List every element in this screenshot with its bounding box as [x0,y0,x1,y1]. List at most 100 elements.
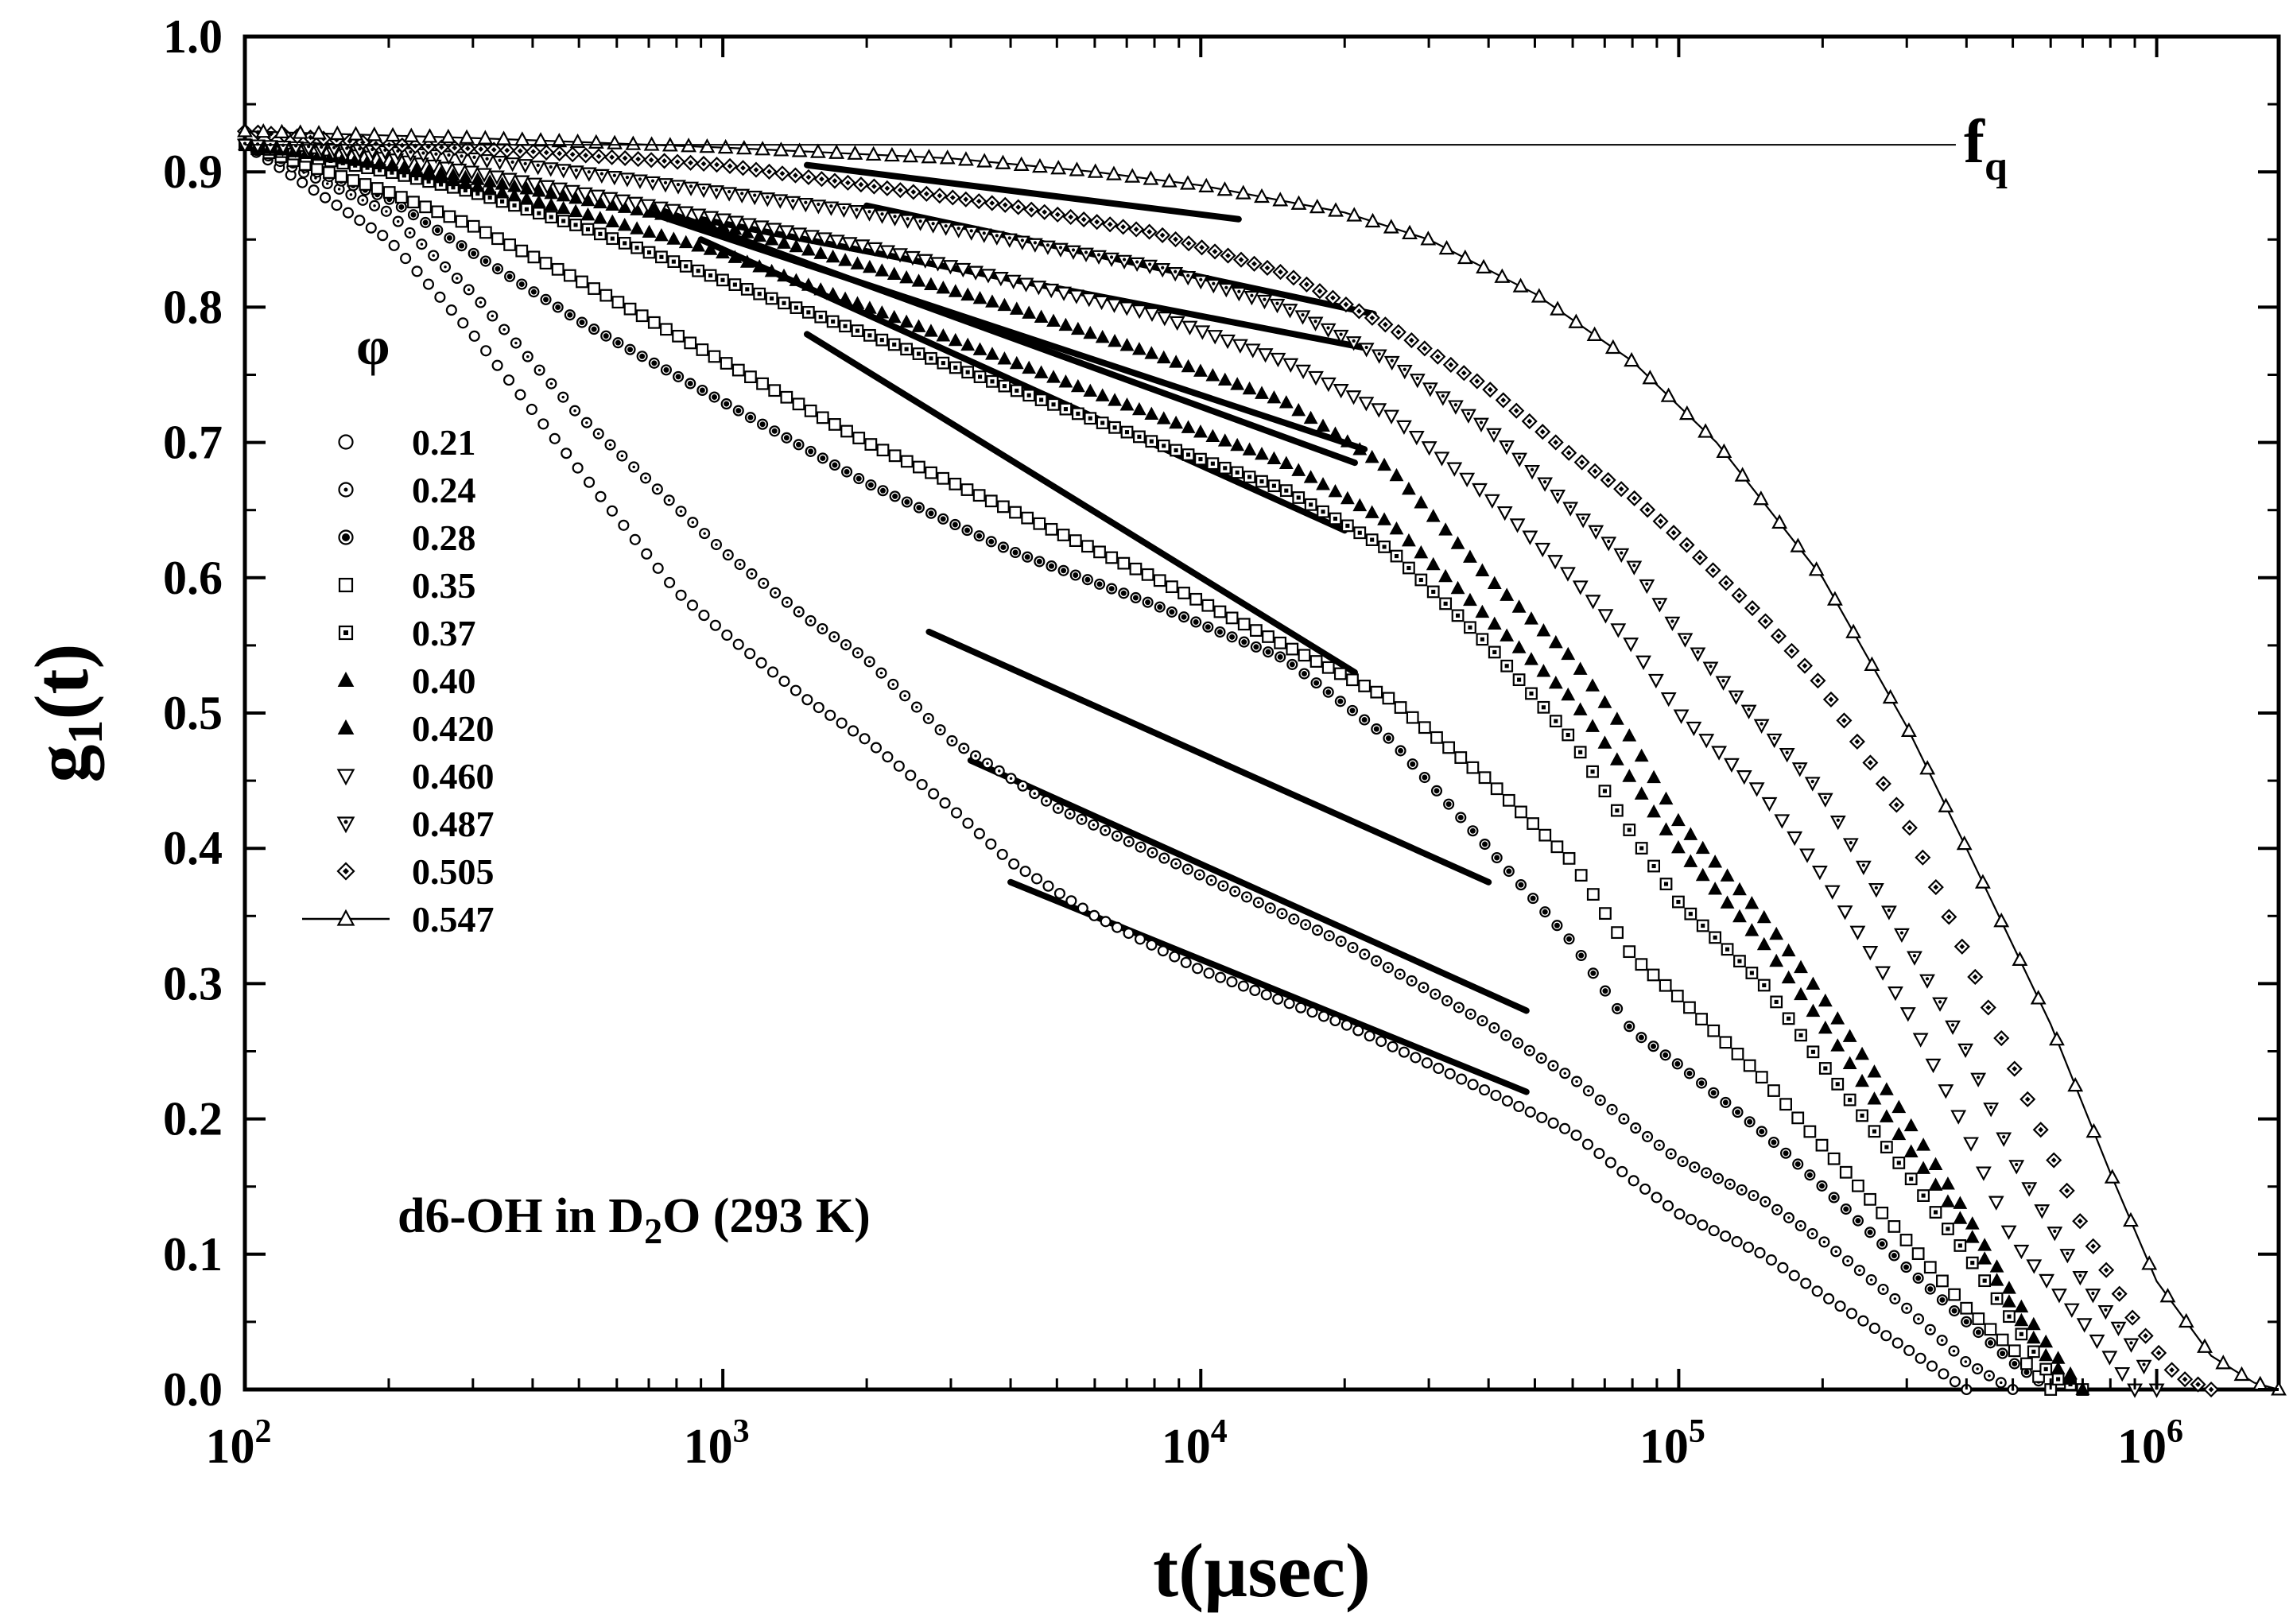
point-0.547-67 [1476,258,1492,273]
point-0.28-22 [504,270,516,282]
point-0.37-27 [569,219,582,231]
point-0.547-107 [2215,1355,2232,1370]
point-0.21-29 [572,462,584,474]
point-0.487-100 [1511,452,1527,467]
point-0.547-71 [1550,300,1566,316]
point-0.37-118 [1684,907,1697,921]
point-0.21-31 [595,490,607,502]
point-0.24-71 [1076,813,1088,825]
point-0.40-61 [985,347,999,360]
point-0.37-122 [1733,955,1746,968]
point-0.37-96 [1414,573,1428,587]
point-0.420-95 [1401,481,1416,495]
point-0.28-117 [1647,1041,1659,1052]
point-0.420-59 [960,287,976,301]
point-0.547-27 [735,140,752,155]
point-0.487-90 [1383,355,1400,371]
point-0.547-56 [1272,192,1289,207]
point-0.35-57 [925,466,937,479]
point-0.420-143 [1989,1259,2004,1273]
point-0.21-17 [434,291,446,303]
point-0.460-142 [2026,1259,2043,1274]
point-0.24-9 [345,188,357,200]
point-0.35-44 [768,384,782,397]
point-0.40-57 [936,328,951,342]
point-0.37-26 [557,215,570,227]
point-0.40-62 [997,351,1012,365]
legend-item-0.505: 0.505 [336,851,495,892]
point-0.37-40 [728,278,742,291]
point-0.24-47 [793,606,805,618]
point-0.24-137 [1853,1265,1865,1277]
point-0.487-116 [1715,676,1732,691]
y-axis-title-main: g [19,744,104,782]
point-0.24-70 [1064,808,1076,820]
point-0.35-97 [1406,711,1419,724]
point-0.37-85 [1279,484,1293,498]
point-0.40-78 [1193,424,1208,438]
point-0.420-54 [899,269,914,284]
point-0.460-51 [879,245,896,260]
point-0.24-49 [817,622,828,635]
point-0.547-33 [847,145,863,160]
point-0.460-17 [451,163,468,179]
point-0.35-86 [1274,636,1287,649]
point-0.505-65 [1088,214,1105,231]
point-0.28-36 [673,370,685,382]
point-0.420-106 [1536,623,1551,637]
point-0.460-101 [1509,518,1526,533]
point-0.35-63 [996,500,1010,514]
point-0.35-58 [937,471,950,485]
y-axis-title-tail: (t) [19,644,104,720]
point-0.420-125 [1769,926,1784,940]
point-0.37-89 [1329,512,1342,525]
point-0.35-20 [479,226,492,239]
point-0.24-68 [1040,795,1053,807]
point-0.460-65 [1056,286,1072,301]
point-0.505-149 [2190,1376,2206,1393]
legend-label-0.35: 0.35 [412,565,476,606]
point-0.547-55 [1254,188,1270,203]
point-0.460-52 [892,248,908,263]
point-0.487-39 [734,188,751,203]
point-0.40-133 [1867,1091,1882,1105]
fit-line-7 [646,209,1368,453]
legend-marker-0.24 [338,482,354,498]
point-0.460-102 [1522,530,1538,545]
point-0.21-133 [1765,1254,1777,1266]
point-0.487-56 [950,223,967,238]
point-0.420-134 [1879,1082,1894,1095]
point-0.505-24 [551,145,568,162]
point-0.547-32 [828,144,845,159]
point-0.487-109 [1626,560,1643,576]
point-0.420-90 [1340,434,1355,448]
point-0.40-147 [2039,1347,2054,1362]
x-tick-exp: 2 [255,1413,272,1450]
point-0.21-82 [1180,956,1192,968]
point-0.40-21 [495,185,510,199]
y-tick-label: 0.8 [163,281,223,333]
point-0.35-118 [1659,979,1672,992]
point-0.28-110 [1563,933,1575,945]
point-0.24-25 [533,364,545,376]
point-0.24-121 [1665,1148,1677,1160]
point-0.37-146 [2027,1345,2040,1359]
point-0.420-72 [1119,338,1135,351]
point-0.24-60 [946,734,958,747]
point-0.21-35 [641,548,653,560]
point-0.28-131 [1816,1180,1828,1192]
point-0.547-44 [1050,160,1067,175]
point-0.35-14 [407,196,420,209]
point-0.487-89 [1371,349,1387,364]
point-0.37-115 [1647,859,1660,873]
point-0.40-25 [544,197,559,211]
point-0.487-70 [1129,257,1146,273]
point-0.40-86 [1291,463,1306,476]
point-0.547-51 [1180,175,1196,190]
point-0.24-91 [1311,924,1324,936]
point-0.21-41 [709,619,721,631]
point-0.37-49 [839,320,852,333]
point-0.37-127 [1794,1029,1807,1042]
point-0.420-84 [1267,390,1282,404]
point-0.21-40 [698,610,710,622]
